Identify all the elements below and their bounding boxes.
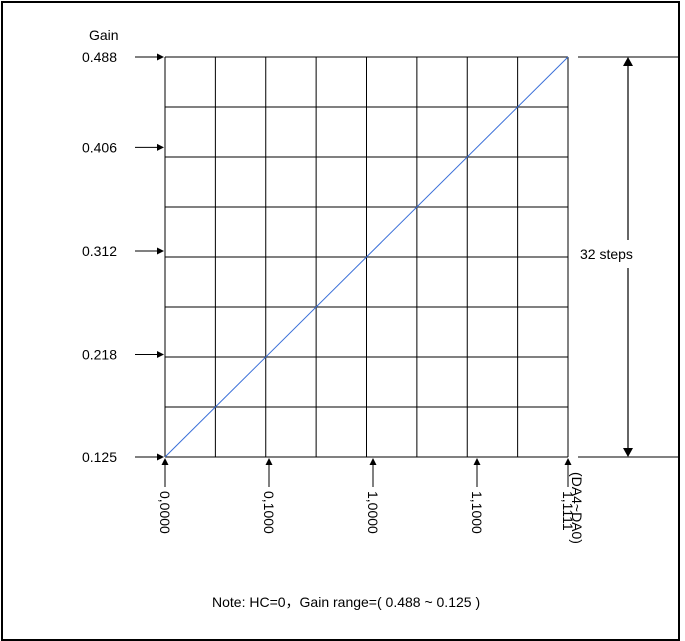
y-axis-label: Gain bbox=[89, 27, 119, 43]
x-tick-label: 1,1000 bbox=[469, 491, 485, 534]
y-tick-arrowhead bbox=[157, 143, 164, 151]
x-tick-arrowhead bbox=[564, 458, 572, 465]
y-tick-arrowhead bbox=[157, 53, 164, 61]
x-axis-label: (DA4~DA0) bbox=[569, 472, 585, 544]
x-tick-label: 1,1111 bbox=[560, 491, 576, 531]
y-tick-label: 0.488 bbox=[82, 49, 117, 65]
x-tick-label: 0,0000 bbox=[157, 491, 173, 534]
x-ticks: 0,0000 0,1000 1,0000 1,1000 1,1111 bbox=[157, 458, 576, 534]
x-tick-arrowhead bbox=[265, 458, 273, 465]
y-tick-label: 0.218 bbox=[82, 347, 117, 363]
y-ticks: 0.488 0.406 0.312 0.218 0.125 bbox=[82, 49, 164, 465]
y-tick-arrowhead bbox=[157, 247, 164, 255]
y-tick-label: 0.406 bbox=[82, 139, 117, 155]
x-tick-label: 1,0000 bbox=[365, 491, 381, 534]
y-tick-arrowhead bbox=[157, 453, 164, 461]
chart-note: Note: HC=0，Gain range=( 0.488 ~ 0.125 ) bbox=[212, 594, 480, 610]
x-tick-arrowhead bbox=[369, 458, 377, 465]
x-tick-arrowhead bbox=[161, 458, 169, 465]
x-tick-label: 0,1000 bbox=[261, 491, 277, 534]
steps-label: 32 steps bbox=[580, 246, 633, 262]
y-tick-label: 0.312 bbox=[82, 243, 117, 259]
gain-series-line bbox=[164, 56, 569, 458]
steps-annotation: 32 steps bbox=[578, 56, 680, 458]
y-tick-label: 0.125 bbox=[82, 449, 117, 465]
x-tick-arrowhead bbox=[473, 458, 481, 465]
y-tick-arrowhead bbox=[157, 351, 164, 359]
